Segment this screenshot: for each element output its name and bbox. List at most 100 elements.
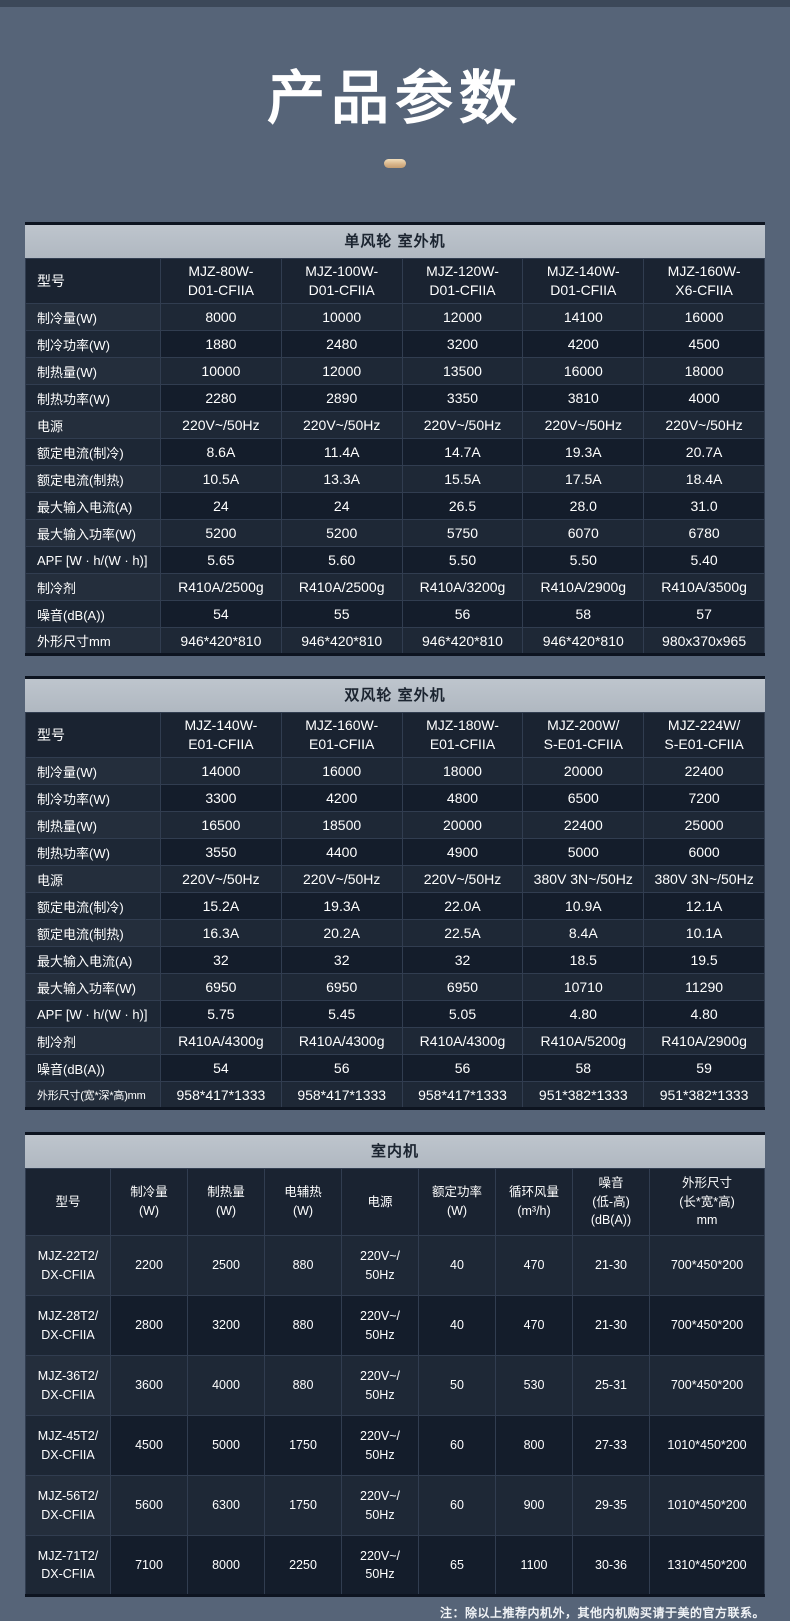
- spec-value: 5.75: [160, 1000, 282, 1028]
- indoor-value: 21-30: [572, 1235, 650, 1296]
- indoor-value: 220V~/ 50Hz: [341, 1535, 419, 1596]
- indoor-value: 2250: [264, 1535, 342, 1596]
- indoor-value: 2200: [110, 1235, 188, 1296]
- spec-value: 951*382*1333: [643, 1081, 765, 1109]
- spec-value: 958*417*1333: [280, 1081, 403, 1109]
- spec-value: 22400: [643, 757, 765, 785]
- spec-row: 外形尺寸mm 946*420*810 946*420*810 946*420*810 9…: [25, 627, 765, 655]
- spec-row: 额定电流(制冷) 8.6A 11.4A 14.7A 19.3A 20.7A: [25, 438, 765, 466]
- indoor-value: 800: [495, 1415, 573, 1476]
- spec-value: 958*417*1333: [401, 1081, 524, 1109]
- model-name: MJZ-180W- E01-CFIIA: [401, 712, 524, 758]
- spec-label: APF [W · h/(W · h)]: [25, 1000, 161, 1028]
- spec-value: 5.05: [401, 1000, 524, 1028]
- spec-row: 制热量(W) 10000 12000 13500 16000 18000: [25, 357, 765, 385]
- spec-value: 5.50: [401, 546, 524, 574]
- spec-row: 电源 220V~/50Hz 220V~/50Hz 220V~/50Hz 380V 3N~…: [25, 865, 765, 893]
- spec-value: R410A/2500g: [160, 573, 282, 601]
- spec-label: 最大输入功率(W): [25, 973, 161, 1001]
- indoor-value: 25-31: [572, 1355, 650, 1416]
- spec-row: 额定电流(制热) 16.3A 20.2A 22.5A 8.4A 10.1A: [25, 919, 765, 947]
- spec-value: 31.0: [643, 492, 765, 520]
- spec-row: 最大输入功率(W) 6950 6950 6950 10710 11290: [25, 973, 765, 1001]
- spec-value: 6950: [160, 973, 282, 1001]
- indoor-value: 880: [264, 1355, 342, 1416]
- model-header-row: 型号 MJZ-80W- D01-CFIIA MJZ-100W- D01-CFIIA M…: [25, 258, 765, 304]
- spec-value: 22.5A: [401, 919, 524, 947]
- spec-value: 4800: [401, 784, 524, 812]
- outdoor-double-model-header: 型号 MJZ-140W- E01-CFIIA MJZ-160W- E01-CFIIA…: [25, 712, 765, 758]
- spec-label: 外形尺寸mm: [25, 627, 161, 655]
- spec-value: 4400: [280, 838, 403, 866]
- indoor-value: 50: [418, 1355, 496, 1416]
- spec-value: 5750: [401, 519, 524, 547]
- title-accent-pill: [384, 159, 406, 168]
- outdoor-single-section-title: 单风轮 室外机: [25, 222, 765, 258]
- spec-value: R410A/2900g: [643, 1027, 765, 1055]
- spec-value: 8000: [160, 303, 282, 331]
- spec-value: 4.80: [643, 1000, 765, 1028]
- spec-row: 制热量(W) 16500 18500 20000 22400 25000: [25, 811, 765, 839]
- indoor-value: 880: [264, 1235, 342, 1296]
- spec-value: 946*420*810: [522, 627, 645, 655]
- spec-value: 16.3A: [160, 919, 282, 947]
- spec-label: 制冷剂: [25, 1027, 161, 1055]
- spec-value: 946*420*810: [280, 627, 403, 655]
- spec-label: 噪音(dB(A)): [25, 1054, 161, 1082]
- outdoor-double-table: 型号 MJZ-140W- E01-CFIIA MJZ-160W- E01-CFIIA…: [25, 712, 765, 1110]
- spec-value: 32: [280, 946, 403, 974]
- outdoor-double-section: 双风轮 室外机 型号 MJZ-140W- E01-CFIIA MJZ-160W- E…: [25, 676, 765, 1110]
- spec-value: 4900: [401, 838, 524, 866]
- spec-value: 3350: [401, 384, 524, 412]
- indoor-model: MJZ-45T2/ DX-CFIIA: [25, 1415, 111, 1476]
- spec-value: 10000: [160, 357, 282, 385]
- spec-value: 13500: [401, 357, 524, 385]
- spec-value: 20.7A: [643, 438, 765, 466]
- spec-row: 最大输入电流(A) 32 32 32 18.5 19.5: [25, 946, 765, 974]
- spec-value: 32: [160, 946, 282, 974]
- spec-label: APF [W · h/(W · h)]: [25, 546, 161, 574]
- spec-value: 58: [522, 1054, 645, 1082]
- indoor-value: 27-33: [572, 1415, 650, 1476]
- indoor-value: 1100: [495, 1535, 573, 1596]
- model-name: MJZ-200W/ S-E01-CFIIA: [522, 712, 645, 758]
- spec-value: 15.2A: [160, 892, 282, 920]
- indoor-row: MJZ-28T2/ DX-CFIIA 2800 3200 880 220V~/ 50Hz…: [25, 1295, 765, 1356]
- spec-value: 4200: [522, 330, 645, 358]
- spec-value: 2890: [280, 384, 403, 412]
- spec-value: 14100: [522, 303, 645, 331]
- column-header: 型号: [25, 1168, 111, 1236]
- indoor-row: MJZ-22T2/ DX-CFIIA 2200 2500 880 220V~/ 50Hz…: [25, 1235, 765, 1296]
- spec-value: R410A/4300g: [160, 1027, 282, 1055]
- column-header: 电源: [341, 1168, 419, 1236]
- spec-row: 制冷量(W) 14000 16000 18000 20000 22400: [25, 757, 765, 785]
- spec-row: 电源 220V~/50Hz 220V~/50Hz 220V~/50Hz 220V~/50…: [25, 411, 765, 439]
- spec-value: 2480: [280, 330, 403, 358]
- spec-value: 56: [401, 1054, 524, 1082]
- spec-value: 380V 3N~/50Hz: [522, 865, 645, 893]
- spec-value: 4500: [643, 330, 765, 358]
- spec-value: 4200: [280, 784, 403, 812]
- spec-value: 24: [160, 492, 282, 520]
- spec-value: 19.3A: [522, 438, 645, 466]
- model-name: MJZ-120W- D01-CFIIA: [401, 258, 524, 304]
- spec-label: 最大输入功率(W): [25, 519, 161, 547]
- spec-value: 20000: [401, 811, 524, 839]
- spec-value: 6500: [522, 784, 645, 812]
- spec-value: 10710: [522, 973, 645, 1001]
- spec-value: 19.5: [643, 946, 765, 974]
- spec-value: 6780: [643, 519, 765, 547]
- indoor-value: 60: [418, 1475, 496, 1536]
- indoor-value: 1750: [264, 1415, 342, 1476]
- column-header: 制冷量 (W): [110, 1168, 188, 1236]
- spec-value: 1880: [160, 330, 282, 358]
- spec-label: 电源: [25, 411, 161, 439]
- spec-row: APF [W · h/(W · h)] 5.65 5.60 5.50 5.50 5.40: [25, 546, 765, 574]
- spec-row: 最大输入电流(A) 24 24 26.5 28.0 31.0: [25, 492, 765, 520]
- spec-row: 噪音(dB(A)) 54 55 56 58 57: [25, 600, 765, 628]
- spec-value: 5.40: [643, 546, 765, 574]
- spec-value: 3810: [522, 384, 645, 412]
- indoor-value: 220V~/ 50Hz: [341, 1295, 419, 1356]
- spec-value: 12000: [280, 357, 403, 385]
- model-name: MJZ-160W- E01-CFIIA: [280, 712, 403, 758]
